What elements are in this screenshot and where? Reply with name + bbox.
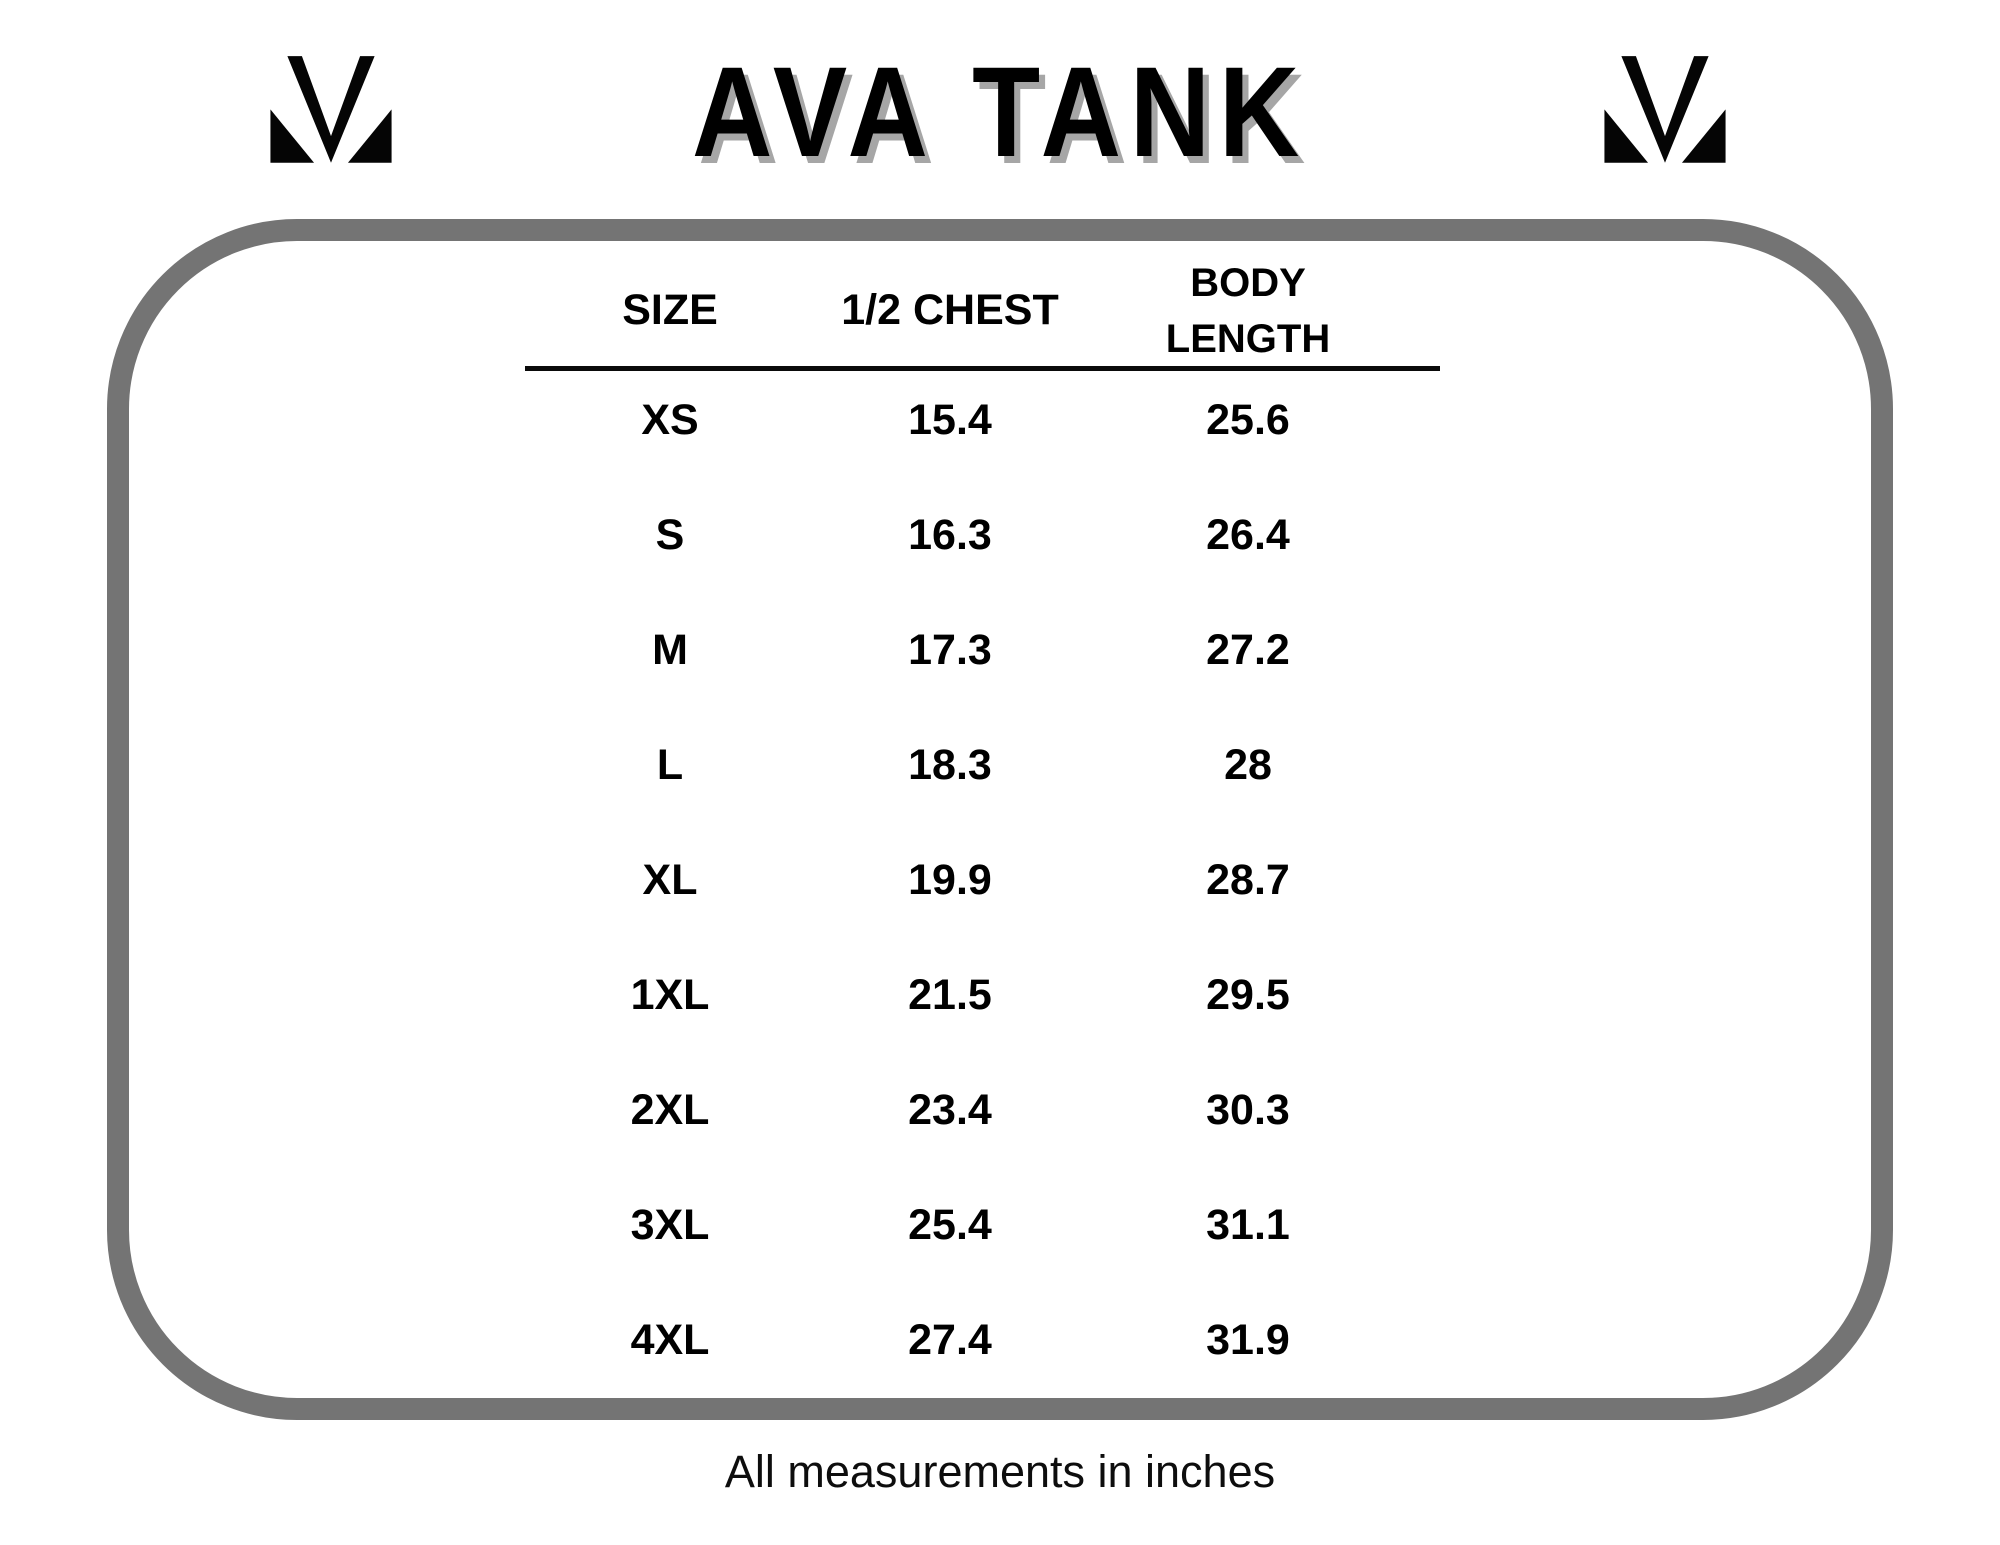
- brand-logo-right: [1602, 46, 1728, 168]
- size-chart-frame: [107, 219, 1893, 1420]
- brand-logo-left: [268, 46, 394, 168]
- column-header-size: SIZE: [622, 286, 718, 335]
- table-row: 2XL 23.4 30.3: [525, 1053, 1440, 1168]
- cell-body-length: 29.5: [1206, 971, 1290, 1019]
- table-row: M 17.3 27.2: [525, 593, 1440, 708]
- cell-body-length: 28.7: [1206, 856, 1290, 904]
- cell-half-chest: 17.3: [908, 626, 992, 674]
- table-row: 1XL 21.5 29.5: [525, 938, 1440, 1053]
- column-header-body-length-label: BODY LENGTH: [1165, 261, 1331, 361]
- measurements-note: All measurements in inches: [724, 1446, 1276, 1497]
- cell-body-length: 31.1: [1206, 1201, 1290, 1249]
- cell-half-chest: 18.3: [908, 741, 992, 789]
- table-header-row: SIZE 1/2 CHEST BODY LENGTH: [525, 255, 1440, 371]
- cell-size: 2XL: [630, 1086, 710, 1134]
- table-row: XS 15.4 25.6: [525, 363, 1440, 478]
- column-header-body-length: BODY LENGTH: [1085, 255, 1411, 367]
- cell-size: S: [655, 511, 685, 559]
- cell-size: 4XL: [630, 1316, 710, 1364]
- table-row: 3XL 25.4 31.1: [525, 1168, 1440, 1283]
- table-row: L 18.3 28: [525, 708, 1440, 823]
- cell-half-chest: 19.9: [908, 856, 992, 904]
- mv-monogram-icon: [270, 56, 392, 163]
- cell-size: 1XL: [630, 971, 710, 1019]
- cell-body-length: 30.3: [1206, 1086, 1290, 1134]
- cell-size: XL: [642, 856, 698, 904]
- cell-half-chest: 25.4: [908, 1201, 992, 1249]
- table-row: S 16.3 26.4: [525, 478, 1440, 593]
- table-row: 4XL 27.4 31.9: [525, 1283, 1440, 1398]
- cell-size: 3XL: [630, 1201, 710, 1249]
- cell-size: XS: [641, 396, 699, 444]
- page-title: AVA TANK: [691, 41, 1309, 184]
- cell-body-length: 28: [1224, 741, 1272, 789]
- table-row: XL 19.9 28.7: [525, 823, 1440, 938]
- cell-size: L: [656, 741, 684, 789]
- cell-body-length: 31.9: [1206, 1316, 1290, 1364]
- cell-body-length: 25.6: [1206, 396, 1290, 444]
- size-chart-table: SIZE 1/2 CHEST BODY LENGTH XS 15.4 25.6 …: [525, 255, 1440, 1398]
- cell-half-chest: 15.4: [908, 396, 992, 444]
- cell-size: M: [652, 626, 688, 674]
- cell-half-chest: 21.5: [908, 971, 992, 1019]
- cell-body-length: 27.2: [1206, 626, 1290, 674]
- cell-half-chest: 23.4: [908, 1086, 992, 1134]
- column-header-half-chest: 1/2 CHEST: [841, 286, 1059, 335]
- mv-monogram-icon: [1604, 56, 1726, 163]
- cell-half-chest: 27.4: [908, 1316, 992, 1364]
- cell-body-length: 26.4: [1206, 511, 1290, 559]
- table-body: XS 15.4 25.6 S 16.3 26.4 M 17.3 27.2 L 1…: [525, 363, 1440, 1398]
- cell-half-chest: 16.3: [908, 511, 992, 559]
